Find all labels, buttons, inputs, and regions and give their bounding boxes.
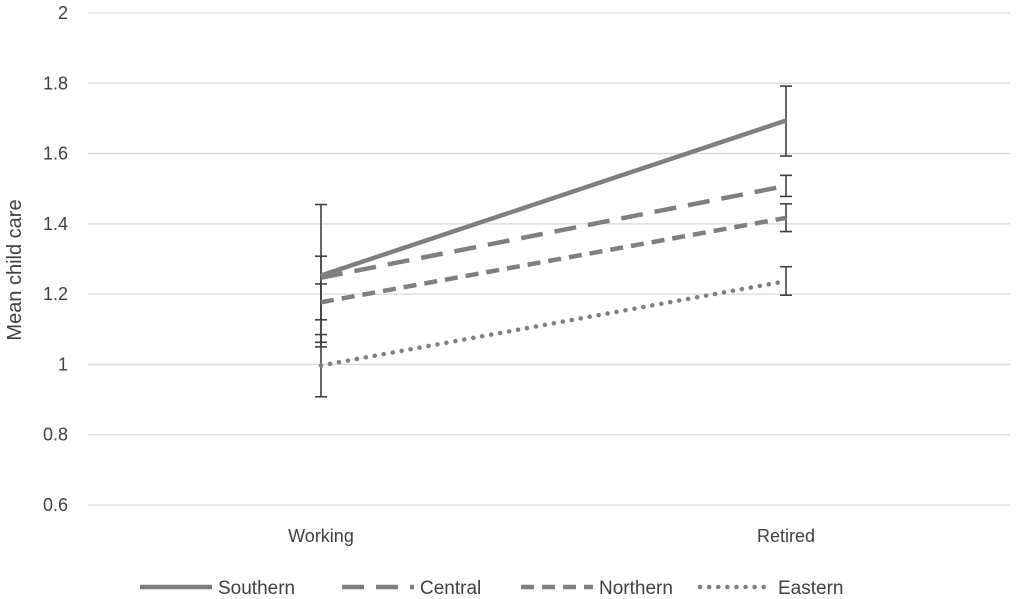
y-tick-label: 1.4: [43, 214, 68, 234]
legend: Southern Central Northern Eastern: [140, 578, 843, 599]
series-line-central: [320, 183, 787, 280]
error-bars: [315, 85, 792, 398]
x-tick-label: Retired: [757, 526, 815, 546]
series-line-eastern: [318, 278, 789, 368]
legend-label: Northern: [599, 578, 673, 599]
y-tick-label: 1.8: [43, 73, 68, 93]
y-tick-label: 1.2: [43, 284, 68, 304]
y-axis-title: Mean child care: [4, 199, 26, 340]
x-tick-label: Working: [288, 526, 354, 546]
legend-label: Central: [420, 578, 481, 599]
series-lines: [318, 118, 789, 368]
y-tick-label: 0.6: [43, 495, 68, 515]
legend-label: Eastern: [778, 578, 843, 599]
gridlines: [88, 12, 1010, 506]
x-tick-labels: Working Retired: [288, 526, 815, 546]
y-tick-label: 2: [58, 3, 68, 23]
series-line-southern: [320, 118, 787, 278]
y-tick-label: 1.6: [43, 144, 68, 164]
series-line-northern: [320, 215, 787, 305]
y-tick-label: 1: [58, 354, 68, 374]
y-tick-label: 0.8: [43, 425, 68, 445]
legend-label: Southern: [218, 578, 295, 599]
y-tick-labels: 0.6 0.8 1 1.2 1.4 1.6 1.8 2: [43, 3, 68, 515]
